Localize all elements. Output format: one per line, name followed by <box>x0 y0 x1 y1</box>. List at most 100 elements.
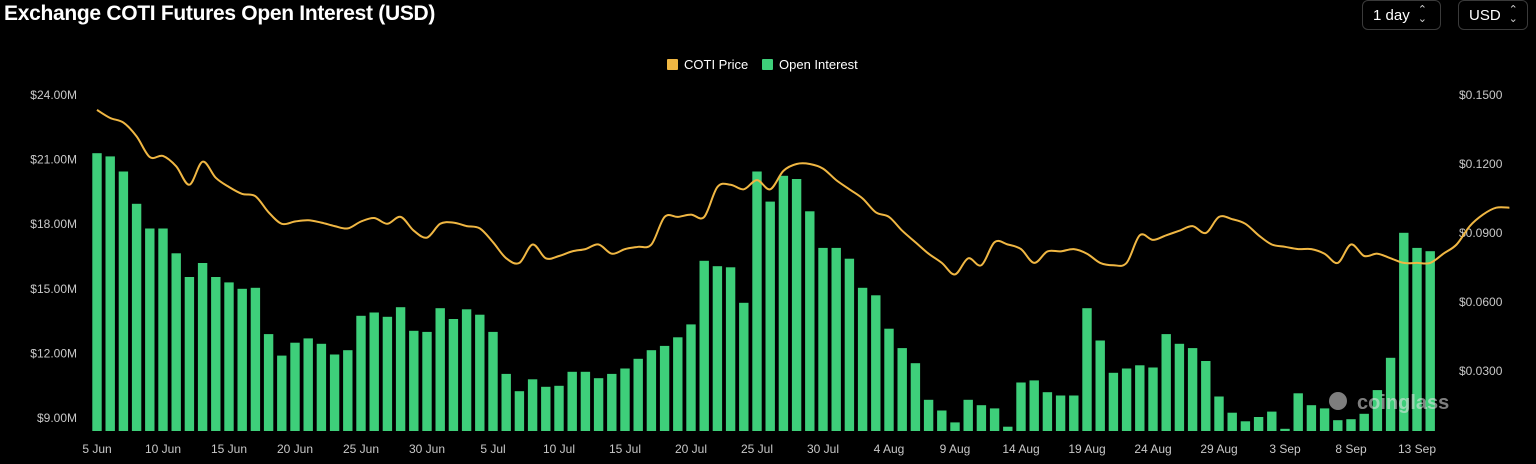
open-interest-bar[interactable] <box>1333 420 1343 431</box>
open-interest-bar[interactable] <box>395 307 406 431</box>
open-interest-bar[interactable] <box>1425 251 1435 431</box>
open-interest-bar[interactable] <box>435 308 445 431</box>
open-interest-bar[interactable] <box>1280 428 1290 431</box>
open-interest-bar[interactable] <box>857 287 868 431</box>
open-interest-bar[interactable] <box>712 266 723 431</box>
open-interest-bar[interactable] <box>475 314 485 431</box>
open-interest-bar[interactable] <box>765 201 775 431</box>
open-interest-bar[interactable] <box>950 422 960 431</box>
open-interest-bar[interactable] <box>1029 380 1039 431</box>
legend-item-price[interactable]: COTI Price <box>667 57 748 72</box>
open-interest-bar[interactable] <box>844 258 855 431</box>
open-interest-bar[interactable] <box>1227 412 1237 431</box>
open-interest-bar[interactable] <box>1359 413 1369 431</box>
open-interest-bar[interactable] <box>197 263 208 431</box>
open-interest-bar[interactable] <box>1055 395 1066 432</box>
open-interest-bar[interactable] <box>1201 361 1211 431</box>
open-interest-bar[interactable] <box>1214 396 1224 432</box>
open-interest-bar[interactable] <box>1095 340 1105 432</box>
open-interest-bar[interactable] <box>554 385 564 431</box>
open-interest-bar[interactable] <box>699 260 709 431</box>
open-interest-bar[interactable] <box>831 247 841 431</box>
open-interest-bar[interactable] <box>184 277 195 431</box>
open-interest-bar[interactable] <box>329 354 340 432</box>
open-interest-bar[interactable] <box>607 373 617 431</box>
currency-select[interactable]: USD ⌃ ⌄ <box>1458 0 1528 30</box>
open-interest-bar[interactable] <box>409 330 419 431</box>
open-interest-bar[interactable] <box>343 350 353 431</box>
open-interest-bar[interactable] <box>488 331 498 431</box>
open-interest-bar[interactable] <box>211 277 221 431</box>
open-interest-bar[interactable] <box>92 153 102 431</box>
open-interest-bar[interactable] <box>1240 421 1251 431</box>
open-interest-bar[interactable] <box>501 373 511 431</box>
open-interest-bar[interactable] <box>791 179 802 431</box>
open-interest-bar[interactable] <box>1187 348 1198 431</box>
open-interest-bar[interactable] <box>739 302 749 431</box>
open-interest-bar[interactable] <box>1293 393 1303 431</box>
open-interest-bar[interactable] <box>224 282 234 431</box>
open-interest-bar[interactable] <box>303 338 313 431</box>
open-interest-bar[interactable] <box>1135 365 1145 431</box>
open-interest-bar[interactable] <box>1148 367 1158 432</box>
open-interest-bar[interactable] <box>527 379 538 431</box>
open-interest-bar[interactable] <box>1399 232 1409 431</box>
open-interest-bar[interactable] <box>356 315 366 431</box>
interval-select[interactable]: 1 day ⌃ ⌄ <box>1362 0 1441 30</box>
open-interest-bar[interactable] <box>461 309 472 431</box>
open-interest-bar[interactable] <box>686 324 696 431</box>
open-interest-bar[interactable] <box>1267 411 1277 431</box>
open-interest-bar[interactable] <box>250 287 261 431</box>
open-interest-bar[interactable] <box>805 211 815 431</box>
open-interest-bar[interactable] <box>910 363 921 431</box>
open-interest-bar[interactable] <box>1121 368 1132 432</box>
open-interest-bar[interactable] <box>1319 408 1330 431</box>
open-interest-bar[interactable] <box>290 342 300 431</box>
open-interest-bar[interactable] <box>620 368 630 432</box>
open-interest-bar[interactable] <box>1412 247 1422 431</box>
open-interest-bar[interactable] <box>1042 392 1053 431</box>
open-interest-bar[interactable] <box>171 253 181 431</box>
open-interest-bar[interactable] <box>580 371 591 431</box>
open-interest-bar[interactable] <box>1306 405 1317 431</box>
open-interest-bar[interactable] <box>1069 395 1079 432</box>
open-interest-bar[interactable] <box>1108 372 1119 431</box>
open-interest-bar[interactable] <box>541 386 551 431</box>
open-interest-bar[interactable] <box>725 267 736 431</box>
open-interest-bar[interactable] <box>963 399 973 431</box>
open-interest-bar[interactable] <box>673 337 683 431</box>
open-interest-bar[interactable] <box>1385 357 1396 431</box>
open-interest-bar[interactable] <box>659 345 670 431</box>
open-interest-bar[interactable] <box>633 358 643 431</box>
open-interest-bar[interactable] <box>1253 417 1264 431</box>
open-interest-bar[interactable] <box>923 399 934 431</box>
legend-item-open-interest[interactable]: Open Interest <box>762 57 858 72</box>
open-interest-bar[interactable] <box>897 348 907 431</box>
open-interest-bar[interactable] <box>976 405 987 431</box>
open-interest-bar[interactable] <box>369 312 379 432</box>
open-interest-bar[interactable] <box>422 331 432 431</box>
open-interest-bar[interactable] <box>884 328 894 431</box>
open-interest-bar[interactable] <box>158 228 168 432</box>
price-line[interactable] <box>96 109 1510 276</box>
open-interest-bar[interactable] <box>1016 382 1026 432</box>
open-interest-bar[interactable] <box>1161 334 1171 431</box>
open-interest-bar[interactable] <box>1372 390 1383 431</box>
open-interest-bar[interactable] <box>105 156 115 431</box>
open-interest-bar[interactable] <box>237 288 247 431</box>
open-interest-bar[interactable] <box>778 175 789 431</box>
open-interest-bar[interactable] <box>871 295 881 431</box>
open-interest-bar[interactable] <box>1082 308 1092 431</box>
open-interest-bar[interactable] <box>263 334 274 431</box>
open-interest-bar[interactable] <box>818 247 828 431</box>
open-interest-bar[interactable] <box>118 171 129 432</box>
open-interest-bar[interactable] <box>752 171 762 432</box>
open-interest-bar[interactable] <box>131 203 142 431</box>
open-interest-bar[interactable] <box>1003 426 1013 431</box>
open-interest-bar[interactable] <box>937 410 947 432</box>
open-interest-bar[interactable] <box>646 350 657 431</box>
open-interest-bar[interactable] <box>316 343 327 431</box>
open-interest-bar[interactable] <box>382 316 393 431</box>
open-interest-bar[interactable] <box>1174 343 1185 431</box>
open-interest-bar[interactable] <box>145 228 155 432</box>
